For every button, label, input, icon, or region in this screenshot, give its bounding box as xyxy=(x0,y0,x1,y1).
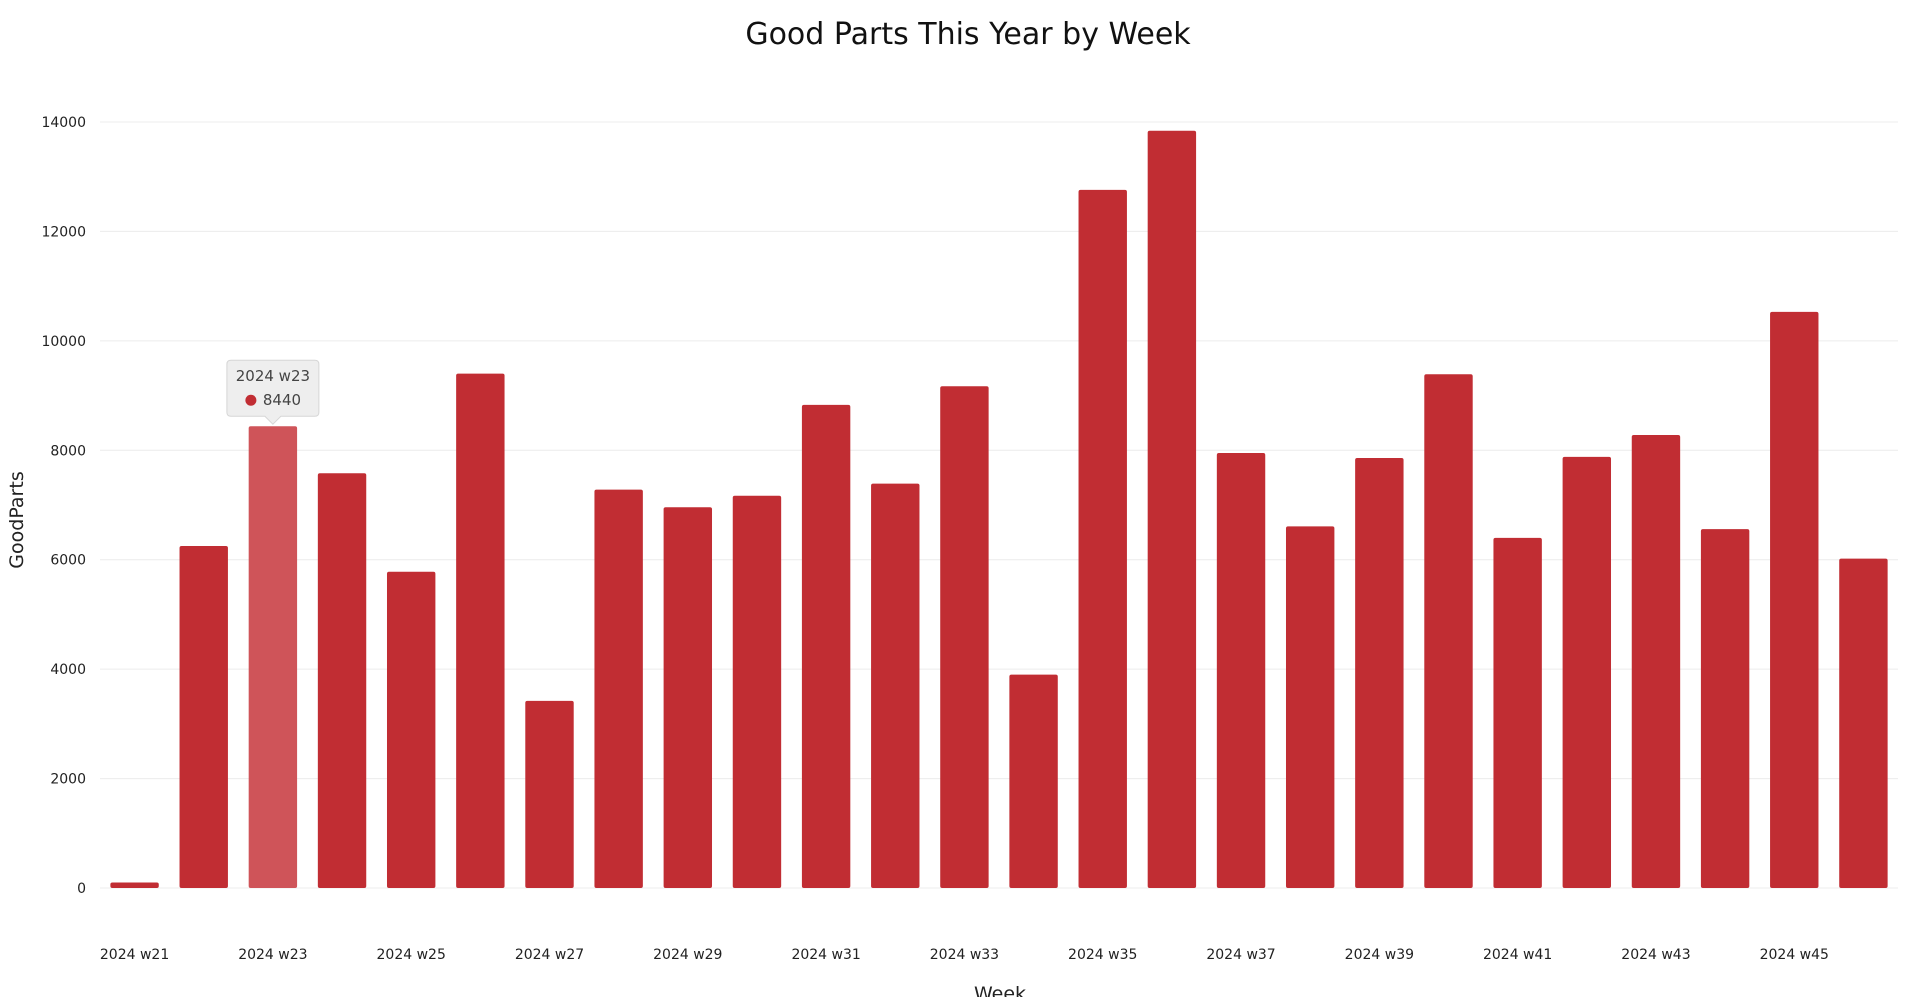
y-tick-label: 14000 xyxy=(41,115,86,131)
bar[interactable] xyxy=(1285,526,1335,888)
bar[interactable] xyxy=(1562,456,1612,888)
x-tick-label: 2024 w31 xyxy=(791,947,860,963)
y-axis-title: GoodParts xyxy=(6,471,28,568)
x-axis-title: Week xyxy=(974,983,1026,997)
bar[interactable] xyxy=(1631,434,1681,888)
bar[interactable] xyxy=(871,483,920,888)
bar[interactable] xyxy=(732,495,782,888)
bar[interactable] xyxy=(179,546,228,888)
x-tick-label: 2024 w21 xyxy=(100,947,169,963)
bar[interactable] xyxy=(1493,537,1542,888)
x-tick-label: 2024 w27 xyxy=(515,947,584,963)
bar[interactable] xyxy=(1009,674,1058,888)
y-tick-label: 4000 xyxy=(50,662,86,678)
bar[interactable] xyxy=(801,404,851,888)
bar[interactable] xyxy=(1770,311,1819,888)
x-tick-label: 2024 w33 xyxy=(930,947,999,963)
bar[interactable] xyxy=(317,473,367,888)
tooltip-category: 2024 w23 xyxy=(236,367,310,385)
y-tick-label: 2000 xyxy=(50,772,86,788)
bar[interactable] xyxy=(1424,374,1473,888)
bar[interactable] xyxy=(1216,453,1266,888)
bar[interactable] xyxy=(940,386,989,888)
x-tick-label: 2024 w37 xyxy=(1206,947,1275,963)
x-tick-label: 2024 w25 xyxy=(377,947,446,963)
bar[interactable] xyxy=(1078,189,1127,889)
bars xyxy=(110,130,1888,889)
tooltip: 2024 w23 8440 xyxy=(226,359,320,425)
chart-title: Good Parts This Year by Week xyxy=(745,17,1191,52)
x-tick-label: 2024 w45 xyxy=(1760,947,1829,963)
y-axis-ticks: 0 2000 4000 6000 8000 10000 12000 14000 xyxy=(41,115,86,897)
tooltip-value: 8440 xyxy=(263,391,301,409)
y-tick-label: 0 xyxy=(77,881,86,897)
x-axis-ticks: 2024 w21 2024 w23 2024 w25 2024 w27 2024 w29… xyxy=(100,947,1829,963)
x-tick-label: 2024 w39 xyxy=(1345,947,1414,963)
y-tick-label: 10000 xyxy=(41,334,86,350)
x-tick-label: 2024 w41 xyxy=(1483,947,1552,963)
bar[interactable] xyxy=(456,373,505,889)
bar[interactable] xyxy=(1147,130,1197,889)
gridlines xyxy=(100,121,1898,889)
y-tick-label: 6000 xyxy=(50,553,86,569)
x-tick-label: 2024 w29 xyxy=(653,947,722,963)
x-tick-label: 2024 w23 xyxy=(238,947,307,963)
y-tick-label: 8000 xyxy=(50,443,86,459)
tooltip-box xyxy=(226,359,320,425)
bar[interactable] xyxy=(386,571,436,888)
x-tick-label: 2024 w43 xyxy=(1621,947,1690,963)
bar[interactable] xyxy=(1839,558,1888,888)
bar[interactable] xyxy=(594,489,643,888)
bar[interactable] xyxy=(248,426,298,888)
x-tick-label: 2024 w35 xyxy=(1068,947,1137,963)
bar[interactable] xyxy=(110,882,159,888)
y-tick-label: 12000 xyxy=(41,224,86,240)
bar[interactable] xyxy=(1355,457,1404,888)
tooltip-series-marker xyxy=(245,394,257,406)
bar[interactable] xyxy=(1700,529,1750,888)
bar[interactable] xyxy=(525,700,574,888)
bar[interactable] xyxy=(663,507,713,888)
